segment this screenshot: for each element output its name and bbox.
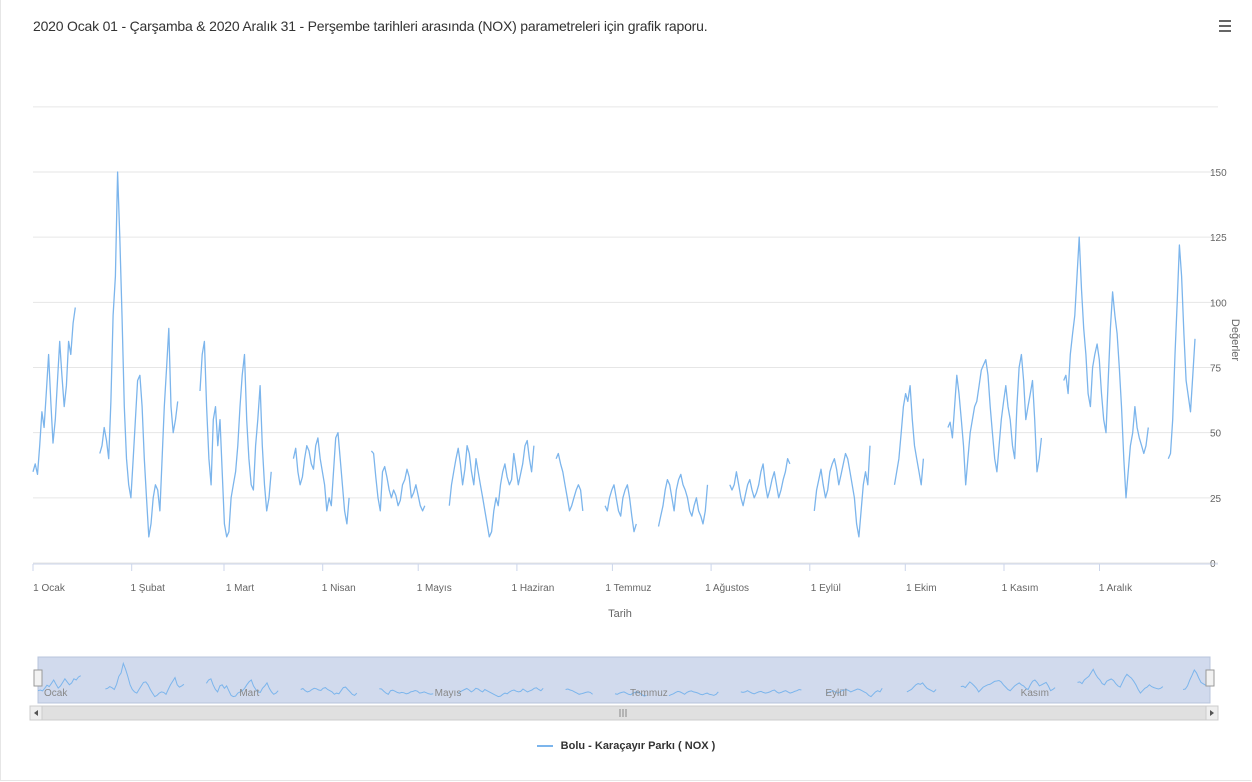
x-tick-label: 1 Mayıs xyxy=(417,583,452,594)
scroll-left-arrow-icon xyxy=(34,710,38,716)
y-tick-label: 125 xyxy=(1210,233,1227,244)
legend-line-swatch xyxy=(536,745,553,748)
x-tick-label: 1 Ağustos xyxy=(705,583,749,594)
navigator-label: Eylül xyxy=(825,688,847,699)
y-tick-label: 100 xyxy=(1210,298,1227,309)
x-tick-label: 1 Mart xyxy=(226,583,255,594)
x-tick-label: 1 Şubat xyxy=(130,583,165,594)
y-axis-title: Değerler xyxy=(1229,319,1241,362)
x-tick-label: 1 Temmuz xyxy=(605,583,651,594)
navigator-label: Mart xyxy=(239,688,259,699)
scrollbar-track[interactable] xyxy=(29,705,1219,721)
y-tick-label: 50 xyxy=(1210,429,1222,440)
series-line xyxy=(32,171,1196,538)
x-tick-label: 1 Eylül xyxy=(811,583,841,594)
x-tick-label: 1 Ekim xyxy=(906,583,937,594)
x-tick-label: 1 Kasım xyxy=(1002,583,1039,594)
navigator-right-handle[interactable] xyxy=(1205,669,1215,687)
navigator-mask xyxy=(37,656,1211,704)
navigator-label: Mayıs xyxy=(435,688,462,699)
chart-title: 2020 Ocak 01 - Çarşamba & 2020 Aralık 31… xyxy=(33,18,708,34)
navigator-label: Ocak xyxy=(44,688,68,699)
y-tick-label: 25 xyxy=(1210,494,1222,505)
legend-label: Bolu - Karaçayır Parkı ( NOX ) xyxy=(560,740,716,752)
navigator-left-handle[interactable] xyxy=(33,669,43,687)
hamburger-menu-icon[interactable] xyxy=(1216,20,1234,38)
legend[interactable]: Bolu - Karaçayır Parkı ( NOX ) xyxy=(0,740,1252,752)
x-tick-label: 1 Nisan xyxy=(322,583,356,594)
x-tick-label: 1 Ocak xyxy=(33,583,66,594)
navigator-label: Kasım xyxy=(1021,688,1049,699)
x-tick-label: 1 Aralık xyxy=(1099,583,1133,594)
x-tick-label: 1 Haziran xyxy=(511,583,554,594)
grip-icon xyxy=(619,709,627,717)
y-tick-label: 75 xyxy=(1210,364,1222,375)
navigator-series-line xyxy=(37,661,1211,698)
y-tick-label: 150 xyxy=(1210,168,1227,179)
navigator-label: Temmuz xyxy=(630,688,668,699)
scroll-right-arrow-icon xyxy=(1210,710,1214,716)
x-axis-title: Tarih xyxy=(608,608,632,620)
